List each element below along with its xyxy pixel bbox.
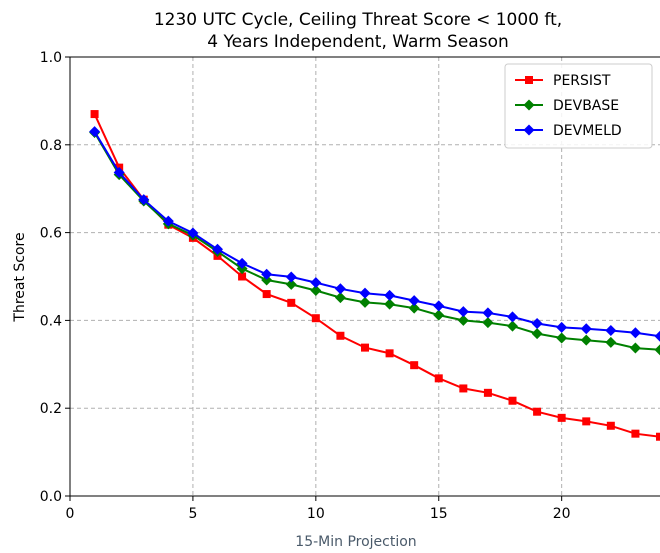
- y-tick-label: 0.2: [40, 401, 62, 417]
- data-point-devmeld: [531, 317, 543, 329]
- series-line-devmeld: [93, 131, 660, 338]
- data-point-devbase: [457, 314, 469, 326]
- data-point-devbase: [433, 309, 445, 321]
- data-point-persist: [582, 417, 591, 426]
- data-point-persist: [336, 331, 345, 340]
- data-point-devbase: [285, 278, 297, 290]
- data-point-persist: [434, 374, 443, 383]
- data-point-devbase: [482, 317, 494, 329]
- data-point-devbase: [408, 302, 420, 314]
- data-point-persist: [656, 432, 660, 441]
- data-point-devmeld: [212, 243, 223, 255]
- data-point-devbase: [359, 296, 371, 308]
- y-tick-label: 1.0: [40, 50, 62, 66]
- legend-marker-persist: [525, 76, 533, 84]
- data-point-devbase: [310, 285, 322, 297]
- legend-marker-devmeld: [523, 124, 535, 136]
- data-point-persist: [90, 110, 99, 119]
- x-tick-label: 15: [430, 506, 448, 522]
- data-point-devmeld: [138, 194, 150, 206]
- data-point-devbase: [629, 342, 641, 354]
- data-point-devbase: [580, 334, 592, 346]
- data-point-devmeld: [261, 268, 273, 280]
- data-point-persist: [606, 421, 615, 430]
- data-point-devmeld: [457, 306, 469, 318]
- data-point-devmeld: [408, 295, 420, 307]
- data-point-devmeld: [580, 323, 592, 335]
- data-point-devmeld: [433, 300, 445, 312]
- data-point-devmeld: [629, 327, 641, 339]
- data-point-devmeld: [507, 311, 518, 323]
- data-point-persist: [508, 396, 517, 405]
- data-point-devmeld: [482, 307, 494, 319]
- data-point-devbase: [605, 336, 617, 348]
- legend-label-devmeld: DEVMELD: [553, 123, 622, 139]
- chart-title-line-2: 4 Years Independent, Warm Season: [207, 32, 509, 52]
- data-point-persist: [459, 384, 468, 393]
- data-point-persist: [483, 388, 492, 397]
- data-point-devbase: [261, 274, 273, 286]
- data-point-devmeld: [334, 283, 346, 295]
- data-point-persist: [631, 429, 640, 438]
- x-tick-label: 10: [307, 506, 325, 522]
- chart-title-line-1: 1230 UTC Cycle, Ceiling Threat Score < 1…: [154, 10, 562, 30]
- data-point-devmeld: [285, 271, 297, 283]
- y-axis-label: Threat Score: [12, 232, 28, 322]
- data-point-devmeld: [310, 277, 322, 289]
- data-point-devmeld: [89, 126, 101, 138]
- legend-label-persist: PERSIST: [553, 73, 611, 89]
- y-tick-label: 0.4: [40, 313, 62, 329]
- y-tick-label: 0.6: [40, 226, 62, 242]
- data-point-devmeld: [187, 227, 199, 239]
- data-point-devmeld: [605, 324, 617, 336]
- data-point-devbase: [556, 332, 568, 344]
- y-tick-label: 0.0: [40, 489, 62, 505]
- data-point-persist: [557, 413, 566, 422]
- x-tick-label: 5: [188, 506, 197, 522]
- data-point-devbase: [654, 344, 660, 356]
- data-point-devmeld: [384, 289, 396, 301]
- data-point-devmeld: [236, 257, 248, 269]
- data-point-persist: [385, 349, 394, 358]
- data-point-devbase: [507, 320, 518, 332]
- data-point-persist: [238, 272, 247, 281]
- plot-area: 0 5 10 15 20 0.0 0.2 0.4 0.6 0.8 1.0 PERSIST DEVBASE…: [40, 50, 660, 522]
- legend-box: [504, 63, 653, 149]
- data-point-devmeld: [113, 166, 125, 178]
- data-point-persist: [262, 290, 271, 299]
- data-point-devmeld: [556, 321, 568, 333]
- x-tick-label: 0: [66, 506, 75, 522]
- data-layer: [89, 110, 660, 441]
- y-tick-label: 0.8: [40, 138, 62, 154]
- data-point-devbase: [384, 298, 396, 310]
- data-point-persist: [287, 298, 296, 307]
- x-tick-label: 20: [553, 506, 571, 522]
- data-point-persist: [533, 407, 542, 416]
- legend-marker-devbase: [523, 99, 535, 111]
- data-point-devmeld: [359, 287, 371, 299]
- data-point-devmeld: [162, 215, 174, 227]
- data-point-devbase: [334, 292, 346, 304]
- series-line-devbase: [93, 131, 660, 351]
- series-line-persist: [93, 113, 660, 438]
- data-point-persist: [410, 361, 419, 370]
- data-point-persist: [361, 343, 369, 352]
- data-point-devbase: [531, 328, 543, 340]
- legend-label-devbase: DEVBASE: [553, 98, 619, 114]
- data-point-persist: [311, 314, 320, 323]
- x-axis-label: 15-Min Projection: [295, 534, 416, 550]
- data-point-devmeld: [654, 330, 660, 342]
